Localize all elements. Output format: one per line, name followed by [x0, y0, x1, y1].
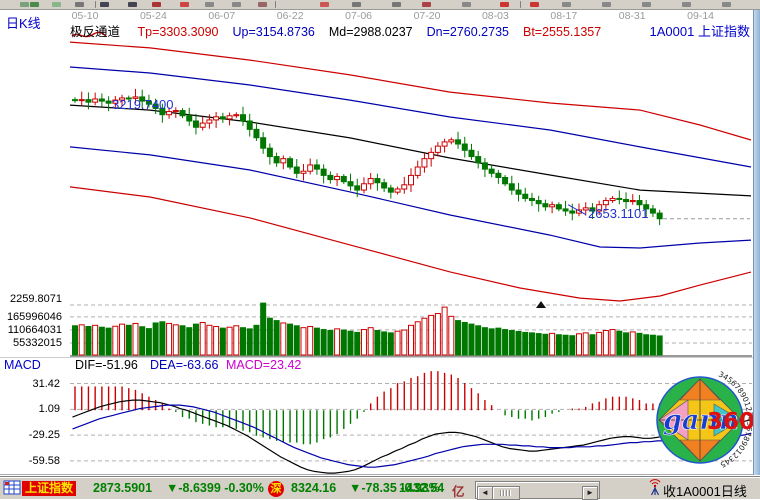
turnover-amount: 1432.54	[399, 481, 445, 495]
antenna-icon	[649, 479, 661, 496]
date-tick-label: 05-24	[139, 10, 167, 22]
kline-chart[interactable]: 34567890123456789012345678901gann360	[0, 0, 760, 476]
macd-pane-title[interactable]: MACD	[4, 358, 41, 372]
date-tick-label: 06-07	[208, 10, 236, 22]
kline-mode-label[interactable]: 日K线	[6, 16, 41, 31]
date-tick-label: 06-22	[276, 10, 304, 22]
volume-axis-label: 55332015	[13, 336, 62, 349]
date-tick-label: 09-14	[687, 10, 715, 22]
turnover-unit: 亿	[452, 485, 465, 499]
index-value: 2873.5901	[93, 481, 153, 495]
macd-macd-value: MACD=23.42	[226, 358, 302, 372]
price-axis-bottom-label: 2259.8071	[10, 293, 62, 305]
indicator-item: Tp=3303.3090	[137, 25, 219, 39]
shenzhen-badge[interactable]: 深	[268, 481, 284, 497]
market-badge[interactable]: 上证指数	[22, 481, 77, 496]
current-view-label: 收1A0001日线	[663, 484, 747, 499]
sz-value: 8324.16	[291, 481, 337, 495]
macd-axis-label: 1.09	[38, 403, 60, 416]
sz-change: ▼-78.35 -0.93%	[349, 481, 440, 495]
macd-dea-value: DEA=-63.66	[150, 358, 219, 372]
macd-axis-label: -29.25	[28, 429, 60, 442]
svg-text:gann: gann	[663, 405, 739, 436]
symbol-code: 1A0001	[649, 24, 695, 39]
indicator-item: Md=2988.0237	[328, 25, 413, 39]
horizontal-scrollbar[interactable]: ◄ ►	[475, 481, 600, 500]
date-tick-label: 07-20	[413, 10, 441, 22]
indicator-values-row: 极反通道 Tp=3303.3090 Up=3154.8736 Md=2988.023…	[70, 21, 615, 40]
symbol-name: 上证指数	[697, 24, 750, 39]
status-bar: 上证指数 2873.5901 ▼-8.6399 -0.30% 深 8324.16…	[0, 476, 760, 500]
index-change: ▼-8.6399 -0.30%	[166, 481, 264, 495]
indicator-item: Bt=2555.1357	[523, 25, 602, 39]
symbol-box: 1A0001 上证指数	[650, 21, 750, 40]
svg-text:360: 360	[707, 409, 755, 435]
indicator-name[interactable]: 极反通道	[70, 25, 121, 39]
calendar-icon[interactable]	[3, 480, 21, 496]
volume-axis-label: 110664031	[7, 323, 62, 336]
annotation-peak-price: 3219.7400	[112, 97, 174, 112]
date-tick-label: 05-10	[71, 10, 99, 22]
volume-axis-label: 165996046	[6, 310, 62, 323]
date-tick-label: 08-17	[550, 10, 578, 22]
annotation-last-close: 2653.1101	[588, 206, 649, 221]
date-tick-label: 08-31	[618, 10, 646, 22]
macd-dif-value: DIF=-51.96	[75, 358, 138, 372]
toolbar-strip	[0, 0, 760, 10]
window-right-border	[753, 9, 760, 475]
gann360-logo: 34567890123456789012345678901gann360	[656, 370, 755, 470]
indicator-item: Up=3154.8736	[232, 25, 315, 39]
macd-header: MACD DIF=-51.96 DEA=-63.66 MACD=23.42	[0, 358, 752, 372]
date-tick-label: 08-03	[481, 10, 509, 22]
indicator-item: Dn=2760.2735	[426, 25, 509, 39]
macd-axis-label: -59.58	[28, 454, 60, 467]
date-tick-label: 07-06	[345, 10, 373, 22]
macd-axis-label: 31.42	[32, 377, 60, 390]
